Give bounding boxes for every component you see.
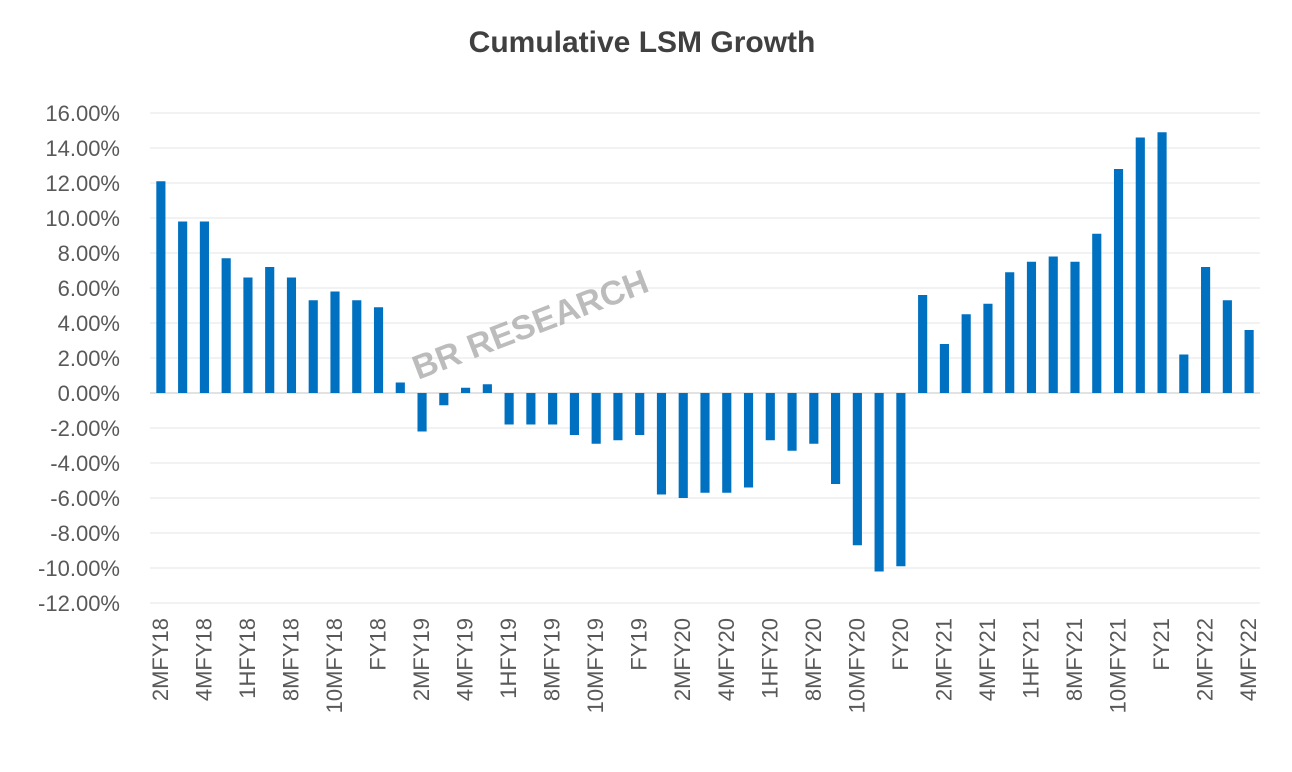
bar-8MFY19 xyxy=(548,393,558,425)
bar-series xyxy=(156,132,1254,572)
x-tick-label: 1HFY19 xyxy=(496,618,521,699)
bar-4MFY19 xyxy=(461,387,471,393)
y-tick-label: -2.00% xyxy=(50,416,120,441)
bar-2MFY20 xyxy=(678,393,688,498)
x-tick-label: 8MFY19 xyxy=(540,618,565,701)
x-tick-label: 4MFY19 xyxy=(453,618,478,701)
bar-2MFY21 xyxy=(939,344,949,393)
bar-1MFY19 xyxy=(395,382,405,393)
bar-1HFY19 xyxy=(504,393,514,425)
x-tick-label: 2MFY22 xyxy=(1193,618,1218,701)
x-tick-label: 8MFY18 xyxy=(278,618,303,701)
gridlines xyxy=(150,112,1260,604)
bar-9MFY18 xyxy=(308,300,318,393)
bar-5MFY18 xyxy=(221,258,231,393)
y-tick-label: 12.00% xyxy=(45,171,120,196)
bar-FY18 xyxy=(373,307,384,393)
y-tick-label: 2.00% xyxy=(58,346,120,371)
x-tick-label: 4MFY18 xyxy=(191,618,216,701)
y-tick-label: 6.00% xyxy=(58,276,120,301)
bar-1HFY21 xyxy=(1026,261,1037,393)
x-tick-label: 8MFY20 xyxy=(801,618,826,701)
x-tick-label: FY20 xyxy=(888,618,913,671)
bar-1MFY22 xyxy=(1179,354,1189,393)
x-tick-label: 4MFY21 xyxy=(975,618,1000,701)
x-tick-label: FY18 xyxy=(366,618,391,671)
bar-5MFY21 xyxy=(1005,272,1015,393)
y-tick-label: -4.00% xyxy=(50,451,120,476)
bar-8MFY20 xyxy=(809,393,819,444)
bar-4MFY20 xyxy=(722,393,732,493)
x-tick-label: 10MFY21 xyxy=(1106,618,1131,713)
bar-8MFY18 xyxy=(286,277,297,393)
bar-1MFY20 xyxy=(656,393,667,495)
bar-1HFY20 xyxy=(765,393,775,441)
bar-4MFY22 xyxy=(1244,330,1254,393)
bar-3MFY18 xyxy=(178,221,188,393)
bar-7MFY21 xyxy=(1048,256,1058,393)
y-tick-label: -12.00% xyxy=(38,591,120,616)
bar-5MFY19 xyxy=(482,384,492,393)
bar-7MFY20 xyxy=(787,393,797,451)
y-tick-label: -10.00% xyxy=(38,556,120,581)
x-tick-label: 4MFY20 xyxy=(714,618,739,701)
bar-11MFY20 xyxy=(874,393,884,572)
x-tick-label: 2MFY20 xyxy=(670,618,695,701)
bar-7MFY18 xyxy=(265,267,275,393)
bar-1MFY21 xyxy=(918,295,928,393)
y-tick-label: 16.00% xyxy=(45,101,120,126)
x-tick-label: 2MFY18 xyxy=(148,618,173,701)
bar-4MFY21 xyxy=(983,303,993,393)
y-tick-label: -6.00% xyxy=(50,486,120,511)
bar-1HFY18 xyxy=(243,277,253,393)
bar-3MFY21 xyxy=(961,314,971,393)
y-tick-label: 0.00% xyxy=(58,381,120,406)
bar-11MFY18 xyxy=(352,300,362,393)
x-axis-ticks: 2MFY18 4MFY18 1HFY18 8MFY18 10MFY18 FY18 2MFY1… xyxy=(148,618,1261,713)
x-tick-label: 10MFY18 xyxy=(322,618,347,713)
x-tick-label: 4MFY22 xyxy=(1236,618,1261,701)
bar-9MFY21 xyxy=(1092,233,1102,393)
bar-10MFY20 xyxy=(852,393,862,546)
x-tick-label: 10MFY20 xyxy=(844,618,869,713)
bar-5MFY20 xyxy=(743,393,754,488)
bar-8MFY21 xyxy=(1070,261,1080,393)
watermark-text: BR RESEARCH xyxy=(407,263,653,388)
x-tick-label: 8MFY21 xyxy=(1062,618,1087,701)
bar-2MFY18 xyxy=(156,181,166,393)
y-tick-label: 14.00% xyxy=(45,136,120,161)
chart-title: Cumulative LSM Growth xyxy=(469,26,816,59)
bar-3MFY22 xyxy=(1222,300,1232,393)
bar-3MFY19 xyxy=(439,393,449,406)
y-tick-label: 4.00% xyxy=(58,311,120,336)
x-tick-label: FY21 xyxy=(1149,618,1174,671)
bar-9MFY20 xyxy=(831,393,841,484)
x-tick-label: 1HFY21 xyxy=(1018,618,1043,699)
bar-FY20 xyxy=(896,393,906,567)
x-tick-label: 1HFY18 xyxy=(235,618,260,699)
bar-11MFY19 xyxy=(613,393,623,441)
y-tick-label: 10.00% xyxy=(45,206,120,231)
bar-FY19 xyxy=(635,393,645,435)
bar-11MFY21 xyxy=(1135,137,1145,393)
x-tick-label: FY19 xyxy=(627,618,652,671)
bar-10MFY18 xyxy=(330,291,340,393)
x-tick-label: 2MFY19 xyxy=(409,618,434,701)
bar-2MFY22 xyxy=(1201,267,1211,393)
y-tick-label: 8.00% xyxy=(58,241,120,266)
y-tick-label: -8.00% xyxy=(50,521,120,546)
bar-2MFY19 xyxy=(417,393,427,432)
bar-4MFY18 xyxy=(199,221,209,393)
bar-FY21 xyxy=(1157,132,1167,393)
y-axis-ticks: 16.00% 14.00% 12.00% 10.00% 8.00% 6.00% 4.00% 2… xyxy=(38,101,120,616)
bar-10MFY21 xyxy=(1113,169,1124,393)
bar-3MFY20 xyxy=(700,393,710,493)
bar-7MFY19 xyxy=(526,393,536,425)
x-tick-label: 10MFY19 xyxy=(583,618,608,713)
bar-9MFY19 xyxy=(569,393,579,435)
bar-10MFY19 xyxy=(591,393,601,444)
x-tick-label: 2MFY21 xyxy=(931,618,956,701)
x-tick-label: 1HFY20 xyxy=(757,618,782,699)
